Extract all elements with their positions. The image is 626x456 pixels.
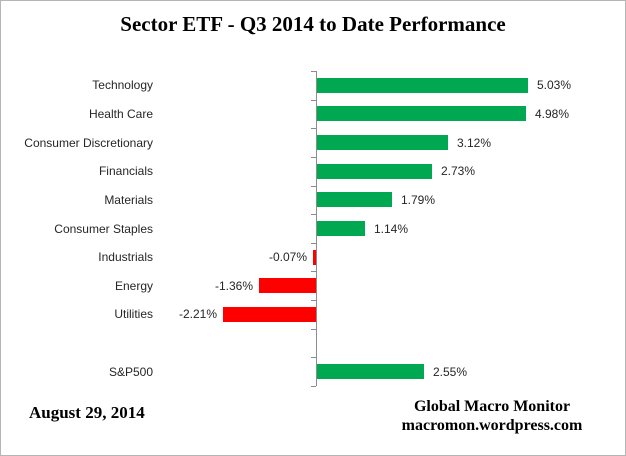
footer-source-line1: Global Macro Monitor: [413, 398, 571, 415]
value-axis-zero-line: [316, 71, 317, 386]
value-label-health-care: 4.98%: [535, 107, 570, 121]
category-label-utilities: Utilities: [114, 307, 153, 321]
bar-materials: [317, 192, 392, 207]
axis-tick: [311, 271, 316, 272]
axis-tick: [311, 386, 316, 387]
axis-tick: [311, 157, 316, 158]
value-label-financials: 2.73%: [441, 164, 476, 178]
axis-tick: [311, 243, 316, 244]
category-label-s-p500: S&P500: [108, 365, 153, 379]
category-label-financials: Financials: [98, 164, 153, 178]
bar-consumer-discretionary: [317, 135, 448, 150]
value-label-materials: 1.79%: [401, 193, 436, 207]
value-label-consumer-discretionary: 3.12%: [457, 136, 492, 150]
bar-industrials: [313, 250, 316, 265]
axis-tick: [311, 186, 316, 187]
bar-s-p500: [317, 364, 424, 379]
footer-source: Global Macro Monitor macromon.wordpress.…: [357, 397, 625, 435]
value-label-technology: 5.03%: [537, 78, 572, 92]
axis-tick: [311, 100, 316, 101]
category-label-industrials: Industrials: [98, 250, 153, 264]
value-label-s-p500: 2.55%: [433, 365, 468, 379]
axis-tick: [311, 71, 316, 72]
bar-financials: [317, 164, 432, 179]
category-label-energy: Energy: [114, 279, 153, 293]
value-label-industrials: -0.07%: [268, 250, 307, 264]
category-label-consumer-staples: Consumer Staples: [54, 222, 153, 236]
bar-health-care: [317, 106, 526, 121]
category-label-materials: Materials: [104, 193, 153, 207]
axis-tick: [311, 214, 316, 215]
value-label-consumer-staples: 1.14%: [374, 222, 409, 236]
value-label-energy: -1.36%: [214, 279, 253, 293]
category-label-health-care: Health Care: [88, 107, 153, 121]
chart-title: Sector ETF - Q3 2014 to Date Performance: [120, 12, 506, 36]
bar-technology: [317, 78, 528, 93]
footer-date: August 29, 2014: [29, 403, 145, 422]
value-label-utilities: -2.21%: [178, 307, 217, 321]
category-label-technology: Technology: [92, 78, 153, 92]
axis-tick: [311, 357, 316, 358]
axis-tick: [311, 300, 316, 301]
bar-consumer-staples: [317, 221, 365, 236]
bar-utilities: [223, 307, 316, 322]
axis-tick: [311, 329, 316, 330]
category-label-consumer-discretionary: Consumer Discretionary: [24, 136, 153, 150]
axis-tick: [311, 128, 316, 129]
footer-source-line2: macromon.wordpress.com: [401, 417, 583, 434]
bar-energy: [259, 278, 316, 293]
